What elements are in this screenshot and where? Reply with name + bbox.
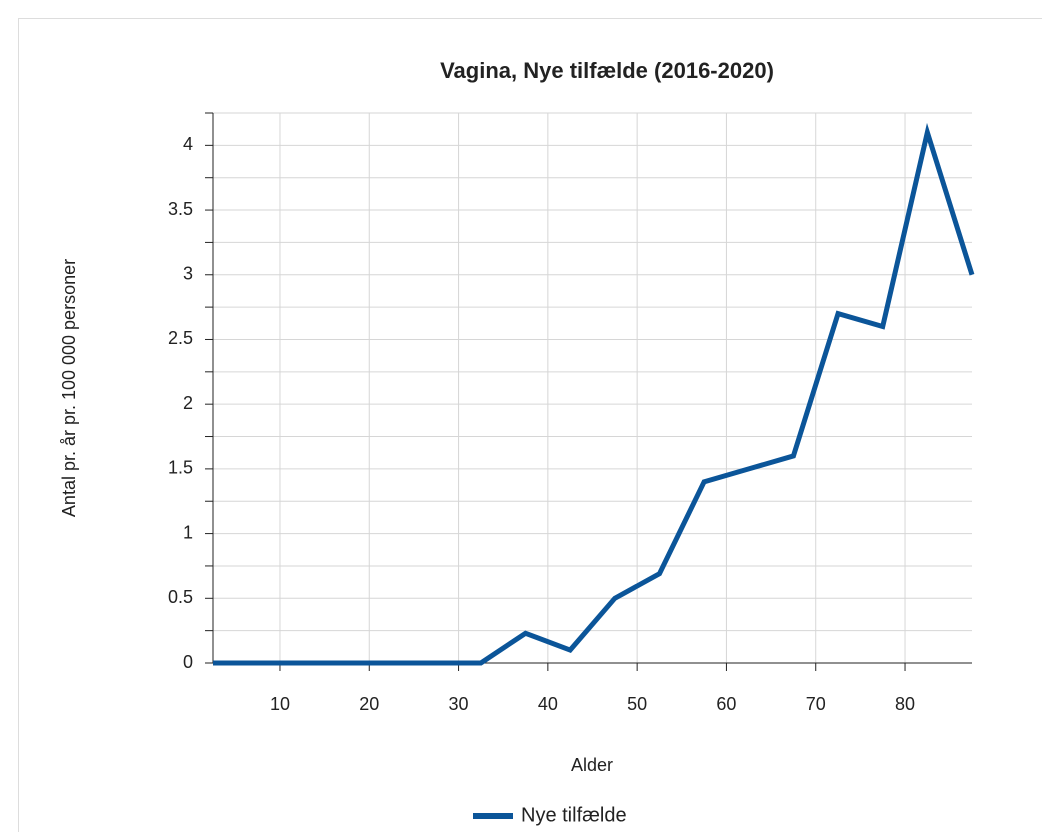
- y-tick-label: 3.5: [168, 199, 193, 219]
- x-tick-label: 50: [627, 694, 647, 714]
- legend-label: Nye tilfælde: [521, 804, 627, 826]
- y-axis-label: Antal pr. år pr. 100 000 personer: [59, 259, 79, 517]
- data-line: [213, 122, 975, 666]
- y-tick-label: 0: [183, 652, 193, 672]
- y-tick-label: 2: [183, 393, 193, 413]
- x-tick-label: 60: [716, 694, 736, 714]
- x-tick-label: 70: [806, 694, 826, 714]
- y-tick-label: 0.5: [168, 587, 193, 607]
- x-tick-label: 80: [895, 694, 915, 714]
- y-tick-label: 4: [183, 134, 193, 154]
- y-tick-label: 3: [183, 264, 193, 284]
- y-tick-label: 1.5: [168, 458, 193, 478]
- x-tick-label: 10: [270, 694, 290, 714]
- x-axis-label: Alder: [571, 755, 613, 775]
- y-tick-label: 2.5: [168, 328, 193, 348]
- x-tick-label: 40: [538, 694, 558, 714]
- x-tick-label: 20: [359, 694, 379, 714]
- y-tick-label: 1: [183, 522, 193, 542]
- chart-title: Vagina, Nye tilfælde (2016-2020): [440, 58, 774, 83]
- chart-border: [18, 18, 1042, 832]
- x-tick-label: 30: [449, 694, 469, 714]
